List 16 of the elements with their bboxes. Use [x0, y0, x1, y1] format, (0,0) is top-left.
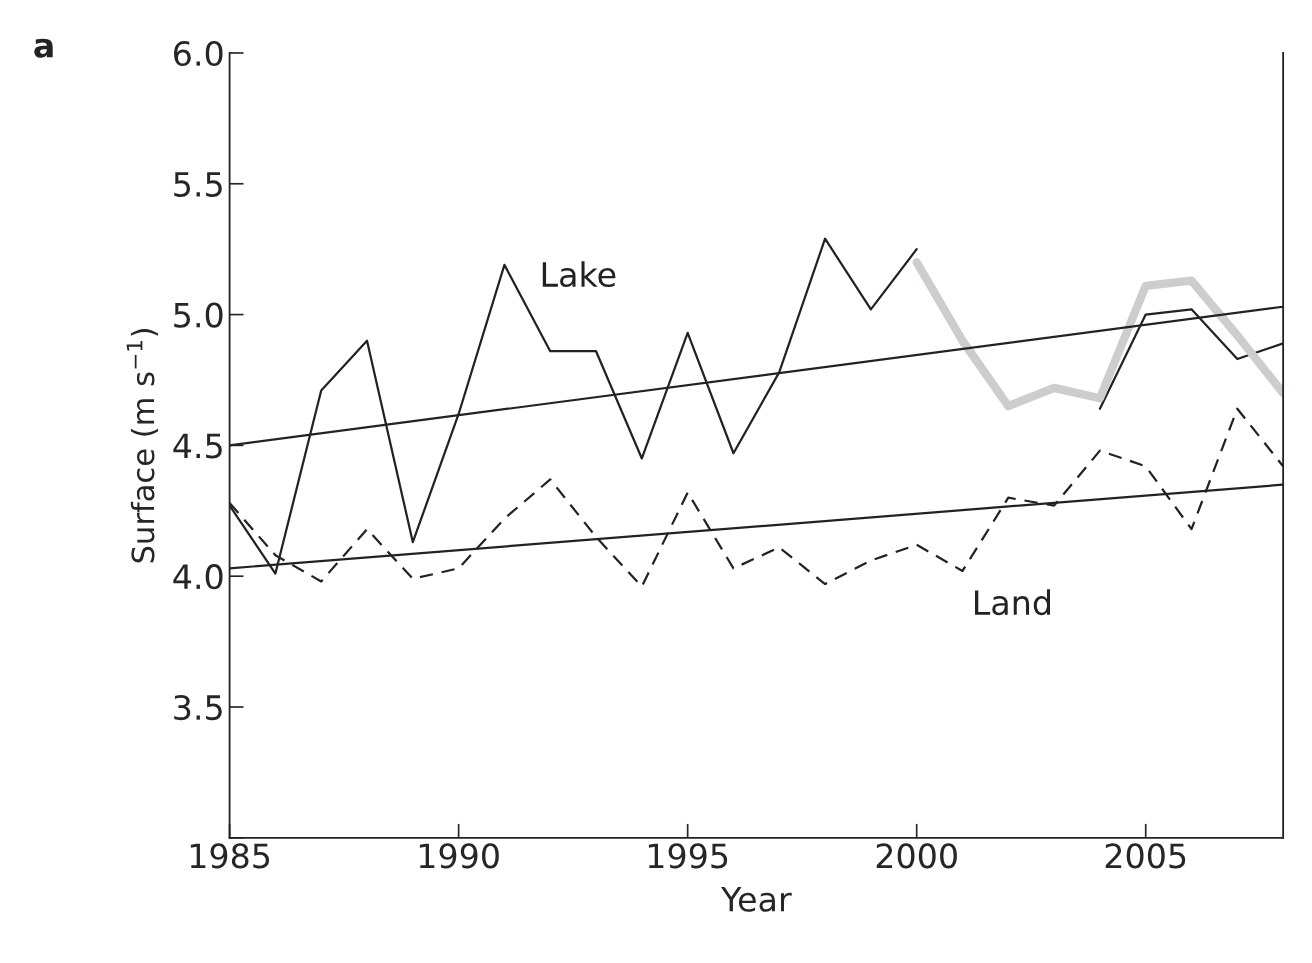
y-axis-title: Surface (m s$^{−1}$)	[126, 329, 159, 563]
x-tick-label: 2000	[876, 843, 957, 869]
y-tick-label: 3.5	[174, 694, 222, 721]
x-tick-label: 1990	[419, 843, 499, 869]
x-tick-label: 1995	[648, 843, 728, 869]
y-tick-label: 6.0	[174, 40, 223, 67]
annotation: Land	[975, 589, 1050, 616]
x-tick-label: 2005	[1105, 843, 1186, 869]
x-axis-title: Year	[721, 887, 792, 912]
y-tick-label: 4.5	[173, 433, 222, 459]
text: a	[34, 38, 53, 58]
y-tick-label: 5.0	[174, 302, 223, 328]
annotation: Lake	[542, 261, 616, 288]
y-tick-label: 4.0	[173, 564, 223, 590]
x-tick-label: 1985	[190, 843, 270, 869]
y-tick-label: 5.5	[174, 172, 222, 197]
